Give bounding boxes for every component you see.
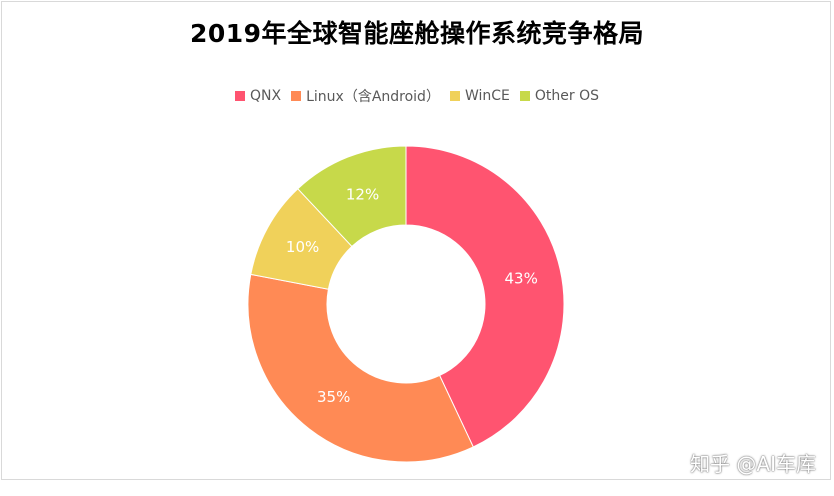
chart-title: 2019年全球智能座舱操作系统竞争格局	[189, 19, 645, 48]
slice-other-os	[297, 145, 407, 248]
data-label-qnx: 43%	[504, 269, 537, 287]
data-label-linux: 35%	[317, 388, 350, 406]
legend-item-qnx: QNX	[235, 88, 281, 104]
legend-swatch-linux	[291, 91, 302, 101]
legend-label-wince: WinCE	[464, 88, 510, 104]
data-label-other-os: 12%	[346, 185, 379, 203]
slice-qnx	[405, 145, 565, 448]
legend-swatch-wince	[449, 91, 460, 101]
legend-swatch-qnx	[235, 91, 245, 101]
legend-item-other-os: Other OS	[519, 88, 599, 104]
slice-linux	[247, 273, 474, 463]
legend-label-other-os: Other OS	[534, 88, 599, 104]
legend-swatch-other-os	[519, 91, 530, 101]
legend: QNX Linux（含Android） WinCE Other OS	[0, 86, 834, 106]
data-label-wince: 10%	[286, 238, 319, 256]
legend-item-linux: Linux（含Android）	[291, 86, 440, 106]
legend-label-linux: Linux（含Android）	[306, 89, 440, 105]
legend-item-wince: WinCE	[449, 88, 510, 104]
legend-label-qnx: QNX	[250, 88, 282, 104]
watermark: 知乎 @AI车库	[690, 452, 816, 476]
